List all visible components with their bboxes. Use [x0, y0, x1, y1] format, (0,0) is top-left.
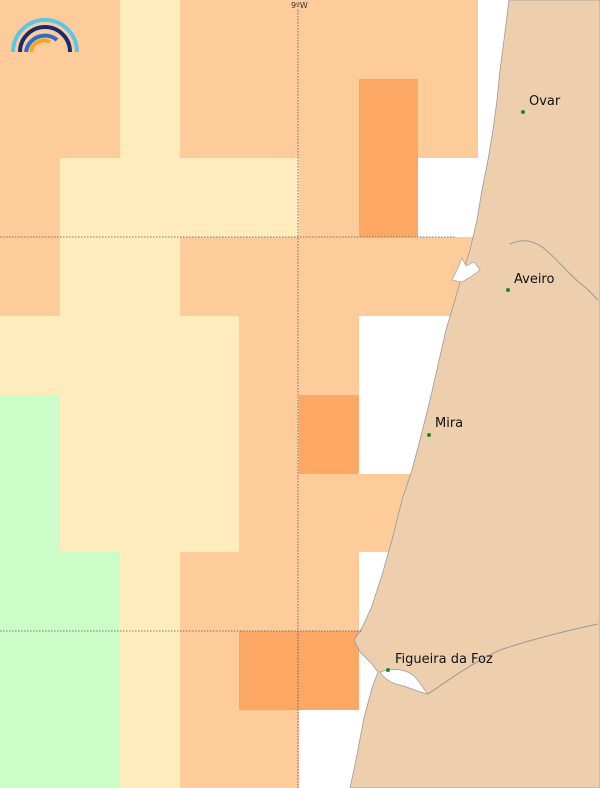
grid-cell — [60, 158, 120, 237]
grid-cell — [60, 710, 120, 788]
city-dot-mira — [427, 433, 431, 437]
grid-cell — [180, 79, 239, 158]
grid-cell — [0, 710, 60, 788]
grid-cell — [239, 552, 299, 631]
grid-cell — [299, 79, 359, 158]
land-portugal — [349, 0, 600, 788]
grid-cell — [120, 552, 180, 631]
grid-cell — [418, 158, 478, 237]
city-label-mira: Mira — [435, 416, 464, 431]
city-dot-ovar — [521, 110, 525, 114]
grid-cell — [359, 158, 418, 237]
grid-cell — [418, 0, 478, 79]
city-label-ovar: Ovar — [529, 94, 561, 109]
grid-cell — [120, 395, 180, 474]
vouga-river — [509, 240, 599, 301]
grid-cell — [60, 79, 120, 158]
grid-cell — [359, 79, 418, 158]
grid-cell — [120, 316, 180, 395]
grid-cell — [299, 316, 359, 395]
grid-cell — [0, 474, 60, 552]
grid-cell — [180, 631, 239, 710]
city-dot-aveiro — [506, 288, 510, 292]
rainbow-logo-icon — [11, 18, 79, 53]
grid-cell — [0, 237, 60, 316]
grid-cell — [359, 237, 418, 316]
city-dot-figueira — [386, 668, 390, 672]
grid-cell — [120, 0, 180, 79]
grid-cell — [359, 395, 418, 474]
grid-cell — [180, 710, 239, 788]
grid-cell — [60, 552, 120, 631]
grid-cell — [239, 0, 299, 79]
grid-cell — [180, 0, 239, 79]
grid-cell — [180, 552, 239, 631]
grid-cell — [299, 710, 359, 788]
grid-cell — [180, 474, 239, 552]
grid-cell — [239, 316, 299, 395]
grid-cell — [0, 316, 60, 395]
grid-cell — [299, 474, 359, 552]
grid-cell — [0, 631, 60, 710]
meridian-label: 9ºW — [291, 1, 308, 10]
grid-cell — [120, 631, 180, 710]
grid-cell — [120, 158, 180, 237]
grid-cell — [180, 395, 239, 474]
grid-cell — [180, 237, 239, 316]
grid-cell — [0, 395, 60, 474]
grid-cell — [60, 237, 120, 316]
grid-cell — [299, 552, 359, 631]
grid-cell — [359, 0, 418, 79]
grid-cell — [239, 710, 299, 788]
grid-cell — [239, 158, 299, 237]
grid-cell — [418, 79, 478, 158]
grid-cell — [299, 158, 359, 237]
grid-cell — [359, 316, 418, 395]
grid-cell — [299, 395, 359, 474]
grid-cell — [0, 79, 60, 158]
grid-cell — [299, 631, 359, 710]
grid-cell — [180, 316, 239, 395]
grid-cell — [0, 158, 60, 237]
grid-cell — [60, 631, 120, 710]
grid-cell — [239, 79, 299, 158]
grid-cell — [120, 474, 180, 552]
grid-cell — [239, 237, 299, 316]
grid-cell — [180, 158, 239, 237]
city-label-figueira-da-foz: Figueira da Foz — [395, 652, 493, 667]
grid-cell — [239, 395, 299, 474]
grid-cell — [299, 237, 359, 316]
city-label-aveiro: Aveiro — [514, 272, 555, 287]
grid-cell — [60, 316, 120, 395]
grid-cell — [60, 0, 120, 79]
aveiro-lagoon — [451, 257, 481, 283]
grid-cell — [239, 474, 299, 552]
mondego-river — [427, 623, 599, 695]
grid-cell — [0, 552, 60, 631]
grid-cell — [120, 237, 180, 316]
grid-cell — [60, 474, 120, 552]
grid-cell — [299, 0, 359, 79]
grid-cell — [60, 395, 120, 474]
grid-cell — [120, 79, 180, 158]
grid-cell — [239, 631, 299, 710]
grid-cell — [120, 710, 180, 788]
